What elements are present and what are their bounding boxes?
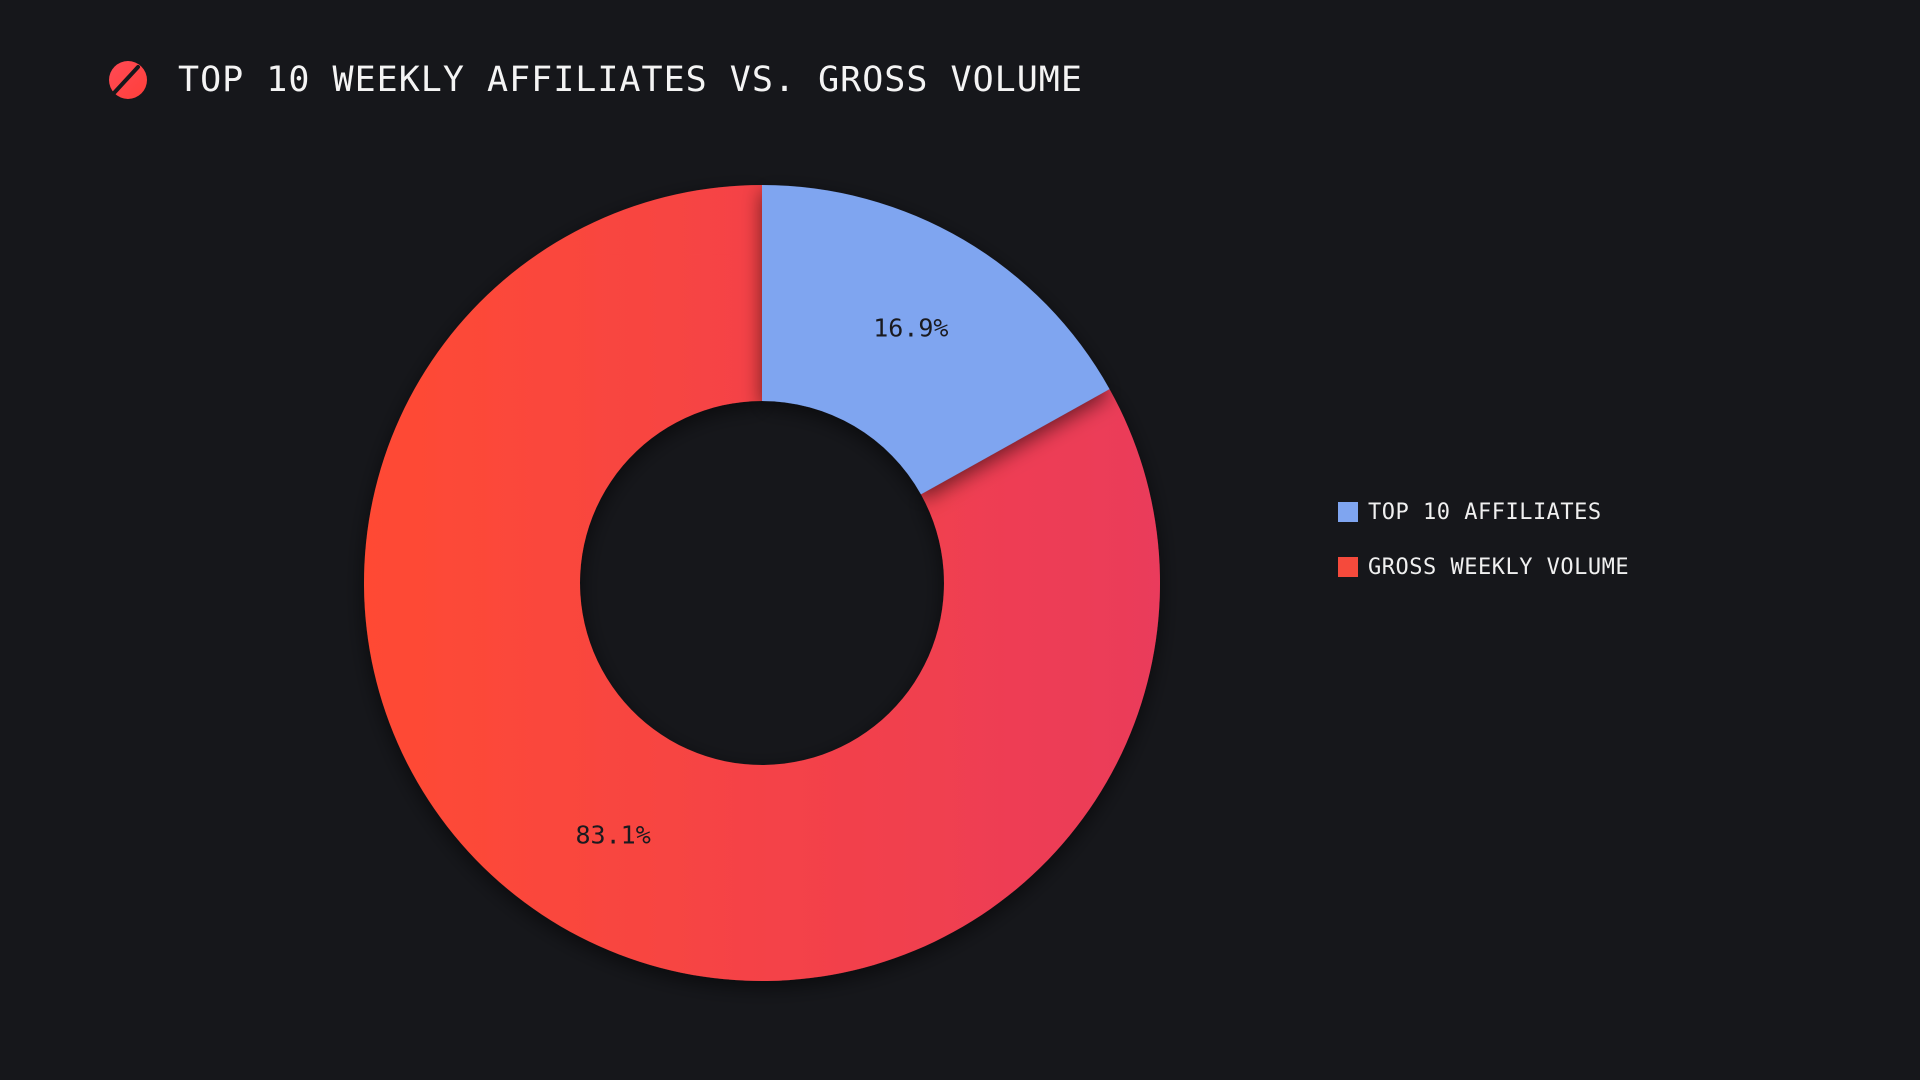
slice-top-affiliates[interactable] — [762, 185, 1110, 495]
chart-title: TOP 10 WEEKLY AFFILIATES VS. GROSS VOLUM… — [178, 60, 1083, 100]
legend-item-top-affiliates[interactable]: TOP 10 AFFILIATES — [1338, 496, 1629, 528]
slice-gross-volume[interactable] — [364, 185, 1161, 981]
data-label-top-affiliates: 16.9% — [873, 313, 948, 342]
data-label-gross-volume: 83.1% — [576, 821, 651, 850]
legend-swatch-top-affiliates — [1338, 502, 1358, 522]
legend-item-gross-volume[interactable]: GROSS WEEKLY VOLUME — [1338, 551, 1629, 583]
chart-header: TOP 10 WEEKLY AFFILIATES VS. GROSS VOLUM… — [108, 54, 1083, 106]
legend-label: TOP 10 AFFILIATES — [1368, 499, 1602, 525]
slashed-circle-logo-icon — [109, 61, 147, 99]
legend-swatch-gross-volume — [1338, 557, 1358, 577]
chart-legend: TOP 10 AFFILIATES GROSS WEEKLY VOLUME — [1338, 496, 1629, 606]
legend-label: GROSS WEEKLY VOLUME — [1368, 554, 1630, 580]
